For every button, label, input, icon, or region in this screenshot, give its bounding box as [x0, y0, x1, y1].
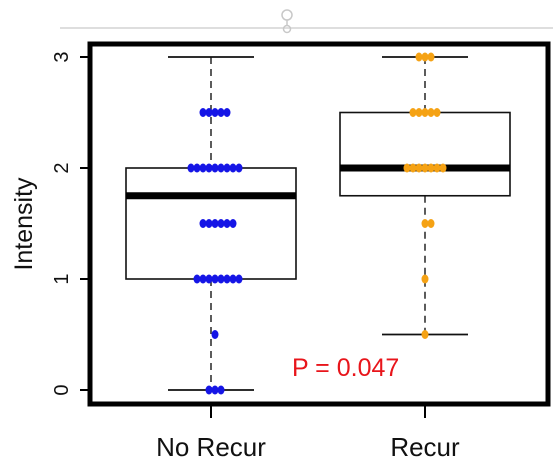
iqr-box-1 — [339, 111, 511, 197]
data-point-0-21 — [217, 274, 225, 284]
data-point-1-13 — [439, 163, 447, 173]
data-point-0-7 — [205, 163, 213, 173]
data-point-0-19 — [229, 219, 237, 228]
data-point-0-5 — [211, 163, 219, 173]
data-point-0-27 — [235, 274, 243, 284]
data-point-1-2 — [415, 52, 423, 62]
data-point-0-31 — [205, 385, 213, 395]
data-point-1-12 — [409, 163, 417, 173]
data-point-0-11 — [193, 163, 201, 173]
data-point-0-9 — [199, 163, 207, 173]
box-1 — [339, 56, 511, 336]
box-series — [125, 56, 511, 391]
data-point-1-1 — [427, 52, 435, 62]
data-point-0-13 — [187, 163, 195, 173]
data-point-0-15 — [217, 219, 225, 228]
data-point-1-11 — [433, 163, 441, 173]
data-point-1-7 — [409, 108, 417, 117]
data-point-0-30 — [217, 385, 225, 395]
data-point-0-24 — [199, 274, 207, 284]
data-point-0-12 — [235, 163, 243, 173]
data-point-1-10 — [415, 163, 423, 173]
data-point-0-28 — [211, 330, 219, 339]
data-point-0-18 — [199, 219, 207, 228]
x-tick-label-1: Recur — [390, 432, 460, 462]
data-point-1-8 — [421, 163, 429, 173]
data-point-0-1 — [217, 108, 225, 117]
data-point-1-3 — [421, 108, 429, 117]
data-point-0-6 — [217, 163, 225, 173]
plot-frame — [87, 41, 551, 407]
data-point-0-23 — [223, 274, 231, 284]
data-point-0-22 — [205, 274, 213, 284]
data-point-1-9 — [427, 163, 435, 173]
data-point-1-17 — [421, 274, 429, 284]
y-axis: 0 1 2 3 — [51, 51, 90, 396]
data-point-0-0 — [211, 108, 219, 117]
y-tick-label-0: 0 — [51, 384, 73, 395]
data-point-1-4 — [427, 108, 435, 117]
y-tick-label-3: 3 — [51, 51, 73, 62]
data-point-0-26 — [193, 274, 201, 284]
data-point-1-15 — [421, 219, 429, 228]
data-point-0-2 — [205, 108, 213, 117]
y-tick-label-1: 1 — [51, 273, 73, 284]
data-point-0-20 — [211, 274, 219, 284]
data-point-1-6 — [433, 108, 441, 117]
data-point-0-25 — [229, 274, 237, 284]
data-point-0-17 — [223, 219, 231, 228]
data-point-1-5 — [415, 108, 423, 117]
data-point-0-16 — [205, 219, 213, 228]
y-tick-label-2: 2 — [51, 162, 73, 173]
data-point-0-8 — [223, 163, 231, 173]
data-point-1-16 — [427, 219, 435, 228]
data-point-1-0 — [421, 52, 429, 62]
data-point-0-14 — [211, 219, 219, 228]
x-tick-label-0: No Recur — [156, 432, 266, 462]
point-series — [187, 52, 447, 395]
p-value-annotation: P = 0.047 — [292, 354, 399, 382]
resize-handle-icon — [281, 9, 293, 34]
y-axis-title: Intensity — [10, 177, 38, 271]
x-axis: No Recur Recur — [156, 404, 460, 462]
data-point-0-29 — [211, 385, 219, 395]
data-point-0-4 — [199, 108, 207, 117]
data-point-0-10 — [229, 163, 237, 173]
data-point-1-18 — [421, 330, 429, 339]
data-point-1-14 — [403, 163, 411, 173]
data-point-0-3 — [223, 108, 231, 117]
